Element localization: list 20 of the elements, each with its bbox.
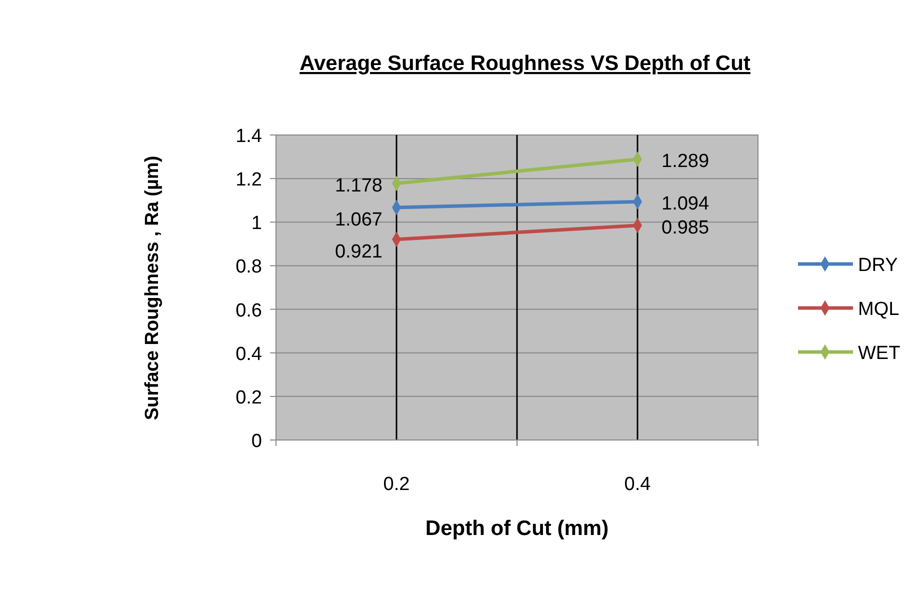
data-label: 1.094 (662, 194, 710, 215)
data-label: 0.921 (334, 241, 382, 262)
y-tick-label: 0.2 (236, 387, 262, 408)
data-label: 0.985 (662, 217, 710, 238)
y-tick-label: 0.8 (236, 256, 262, 278)
y-tick-label: 1.4 (236, 126, 262, 147)
legend-label: MQL (858, 299, 900, 320)
y-tick-label: 0.4 (236, 344, 262, 365)
data-label: 1.289 (662, 151, 710, 172)
x-axis-title: Depth of Cut (mm) (425, 517, 609, 540)
y-tick-label: 1 (251, 213, 262, 234)
y-tick-label: 1.2 (236, 170, 262, 191)
y-tick-label: 0.6 (236, 300, 262, 322)
legend-label: DRY (858, 255, 898, 276)
y-tick-label: 0 (251, 431, 262, 452)
data-label: 1.178 (334, 175, 382, 196)
data-label: 1.067 (334, 210, 382, 231)
chart-title: Average Surface Roughness VS Depth of Cut (300, 52, 750, 75)
y-axis-title: Surface Roughness , Ra (µm) (142, 156, 163, 420)
legend-label: WET (858, 343, 901, 364)
